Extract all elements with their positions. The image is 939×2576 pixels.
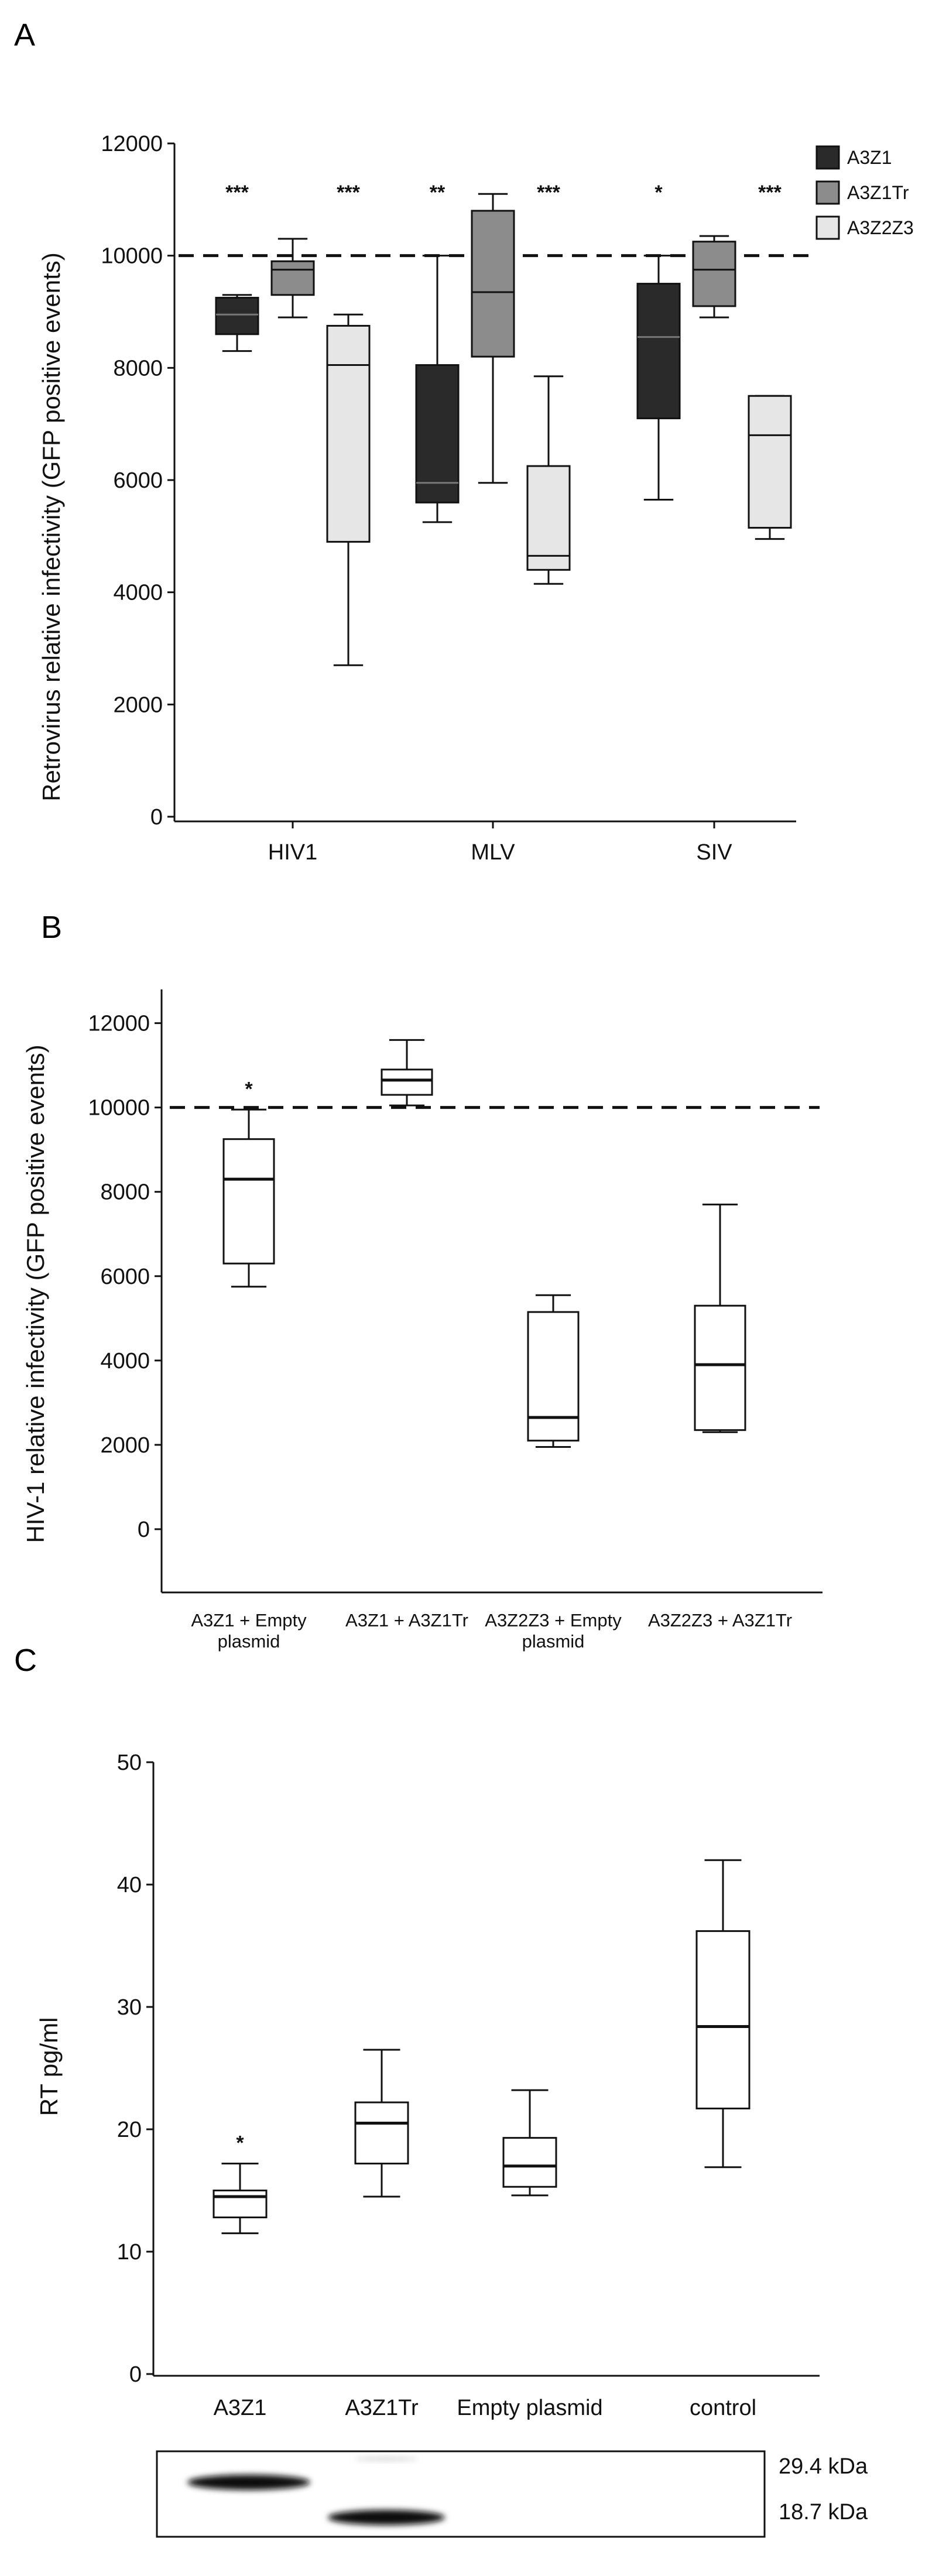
panel-c-ytick-label-0: 0 [129, 2362, 142, 2387]
panel-a-box-hiv1-a3z1-box [215, 297, 259, 335]
panel-a-ytick-label-5: 10000 [101, 244, 163, 269]
panel-a-box-mlv-a3z2z3-box [526, 465, 571, 571]
blot-label-29kda: 29.4 kDa [779, 2454, 868, 2479]
panel-a-ytick-label-2: 4000 [113, 581, 163, 605]
panel-c-xtick-label-3: control [690, 2396, 756, 2420]
panel-a-box-mlv-a3z1-box [415, 364, 460, 503]
legend-label-a3z1: A3Z1 [847, 147, 892, 168]
panel-b-xtick-label-2-line-1: plasmid [522, 1631, 585, 1652]
panel-letter-b: B [41, 910, 62, 945]
panel-b-box-3-box [694, 1304, 746, 1431]
panel-a-box-mlv-a3z1-significance: ** [430, 181, 445, 204]
panel-a-ytick-label-4: 8000 [113, 356, 163, 381]
panel-a-box-hiv1-a3z1-significance: *** [225, 181, 249, 204]
panel-b-box-0-significance: * [245, 1078, 253, 1100]
legend-swatch-a3z1 [815, 145, 840, 170]
panel-c-box-0-box [213, 2190, 268, 2218]
western-blot: 29.4 kDa 18.7 kDa [156, 2450, 868, 2538]
panel-a-y-label: Retrovirus relative infectivity (GFP pos… [37, 252, 65, 801]
panel-a-box-mlv-a3z2z3-significance: *** [537, 181, 560, 204]
blot-label-18kda: 18.7 kDa [779, 2500, 868, 2524]
panel-b-ytick-label-2: 4000 [100, 1349, 150, 1373]
panel-a-ytick-label-3: 6000 [113, 468, 163, 493]
panel-c-ytick-label-2: 20 [117, 2118, 142, 2142]
blot-band-a3z1 [187, 2475, 310, 2490]
panel-b-ytick-label-1: 2000 [100, 1433, 150, 1458]
panel-c-box-0-significance: * [236, 2132, 244, 2154]
panel-c-chart: RT pg/ml 0 10 20 30 40 50 * A3Z1 A3Z1Tr Empty p… [35, 1751, 820, 2420]
panel-b-box-0-box [222, 1138, 275, 1265]
panel-a-box-siv-a3z2z3-box [748, 395, 792, 529]
panel-b-xtick-label-1-line-0: A3Z1 + A3Z1Tr [345, 1610, 468, 1630]
panel-a-ytick-label-1: 2000 [113, 693, 163, 717]
panel-b-ytick-label-3: 6000 [100, 1265, 150, 1289]
panel-b-ytick-label-4: 8000 [100, 1180, 150, 1205]
panel-b-xtick-label-3-line-0: A3Z2Z3 + A3Z1Tr [648, 1610, 792, 1630]
legend-swatch-a3z2z3 [815, 215, 840, 240]
panel-a-box-mlv-a3z1tr-box [471, 210, 515, 358]
panel-c-ytick-label-5: 50 [117, 1751, 142, 1775]
panel-c-xtick-label-2: Empty plasmid [457, 2396, 602, 2420]
panel-b-xtick-label-2-line-0: A3Z2Z3 + Empty [485, 1610, 622, 1630]
legend-label-a3z2z3: A3Z2Z3 [847, 217, 914, 238]
panel-b-ytick-label-0: 0 [138, 1517, 150, 1542]
panel-b-box-1-box [381, 1068, 433, 1096]
panel-a-box-hiv1-a3z1tr-box [270, 260, 315, 296]
panel-c-box-3-box [695, 1930, 750, 2109]
panel-a-chart: Retrovirus relative infectivity (GFP pos… [37, 132, 914, 865]
panel-c-y-label: RT pg/ml [35, 2017, 63, 2116]
panel-a-box-siv-a3z2z3-significance: *** [758, 181, 782, 204]
panel-letter-c: C [14, 1643, 37, 1678]
panel-b-ytick-label-6: 12000 [88, 1012, 150, 1036]
panel-a-xtick-label-mlv: MLV [471, 840, 515, 865]
panel-a-box-siv-a3z1-significance: * [654, 181, 663, 204]
legend-swatch-a3z1tr [815, 180, 840, 205]
panel-c-box-1-box [354, 2101, 409, 2165]
panel-c-ytick-label-3: 30 [117, 1995, 142, 2020]
panel-b-y-label: HIV-1 relative infectivity (GFP positive… [22, 1044, 49, 1543]
panel-c-ytick-label-1: 10 [117, 2240, 142, 2265]
panel-b-xtick-label-0-line-1: plasmid [218, 1631, 280, 1652]
blot-band-a3z1tr [328, 2510, 445, 2525]
panel-a-box-hiv1-a3z2z3-box [326, 324, 371, 543]
panel-b-box-2-box [527, 1311, 580, 1442]
panel-letter-a: A [14, 18, 35, 53]
panel-a-ytick-label-0: 0 [150, 805, 163, 830]
panel-a-box-hiv1-a3z2z3-significance: *** [337, 181, 360, 204]
panel-a-box-siv-a3z1tr-box [692, 241, 736, 307]
panel-b-ytick-label-5: 10000 [88, 1096, 150, 1121]
panel-a-xtick-label-hiv1: HIV1 [268, 840, 317, 865]
panel-a-xtick-label-siv: SIV [696, 840, 732, 865]
blot-faint-band [354, 2457, 419, 2461]
legend-label-a3z1tr: A3Z1Tr [847, 182, 909, 203]
blot-frame [156, 2450, 766, 2538]
panel-c-xtick-label-1: A3Z1Tr [345, 2396, 419, 2420]
panel-b-xtick-label-0-line-0: A3Z1 + Empty [191, 1610, 307, 1630]
panel-c-ytick-label-4: 40 [117, 1873, 142, 1897]
panel-c-xtick-label-0: A3Z1 [214, 2396, 267, 2420]
panel-c-box-2-box [502, 2137, 557, 2188]
panel-a-ytick-label-6: 12000 [101, 132, 163, 156]
panel-b-chart: HIV-1 relative infectivity (GFP positive… [22, 989, 823, 1652]
panel-a-box-siv-a3z1-box [636, 283, 681, 420]
